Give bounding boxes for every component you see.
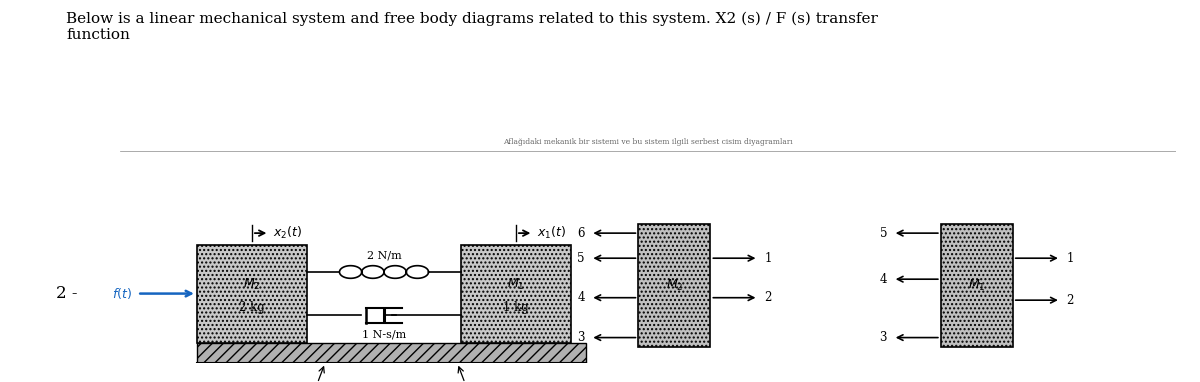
Text: 4: 4 xyxy=(577,291,584,304)
Text: $x_1(t)$: $x_1(t)$ xyxy=(538,225,566,241)
Text: $f(t)$: $f(t)$ xyxy=(112,286,132,301)
Text: 2 kg: 2 kg xyxy=(239,301,265,314)
Text: $x_2(t)$: $x_2(t)$ xyxy=(274,225,302,241)
Text: 1 N-s/m: 1 N-s/m xyxy=(362,329,406,339)
Text: Aflağıdaki mekanik bir sistemi ve bu sistem ilgili serbest cisim diyagramları: Aflağıdaki mekanik bir sistemi ve bu sis… xyxy=(503,138,793,146)
Text: 2 N/m: 2 N/m xyxy=(367,251,401,261)
Text: 1: 1 xyxy=(764,252,772,265)
Bar xyxy=(941,223,1013,347)
Text: 2 -: 2 - xyxy=(56,285,78,302)
Text: 2: 2 xyxy=(764,291,772,304)
Bar xyxy=(638,223,710,347)
Text: 2: 2 xyxy=(1067,294,1074,307)
Text: Below is a linear mechanical system and free body diagrams related to this syste: Below is a linear mechanical system and … xyxy=(66,11,878,42)
Text: $M_1$: $M_1$ xyxy=(968,278,985,293)
Text: $M_1$: $M_1$ xyxy=(508,277,524,291)
Text: 3: 3 xyxy=(880,331,887,344)
Bar xyxy=(197,244,307,343)
Bar xyxy=(461,244,571,343)
Text: 5: 5 xyxy=(880,227,887,240)
Text: $M_2$: $M_2$ xyxy=(244,277,260,291)
Text: $M_2$: $M_2$ xyxy=(666,278,683,293)
Text: 3: 3 xyxy=(577,331,584,344)
Text: 5: 5 xyxy=(577,252,584,265)
Text: 1: 1 xyxy=(1067,252,1074,265)
Bar xyxy=(197,343,586,363)
Text: 6: 6 xyxy=(577,227,584,240)
Text: 1 kg: 1 kg xyxy=(503,301,529,314)
Text: 4: 4 xyxy=(880,273,887,286)
